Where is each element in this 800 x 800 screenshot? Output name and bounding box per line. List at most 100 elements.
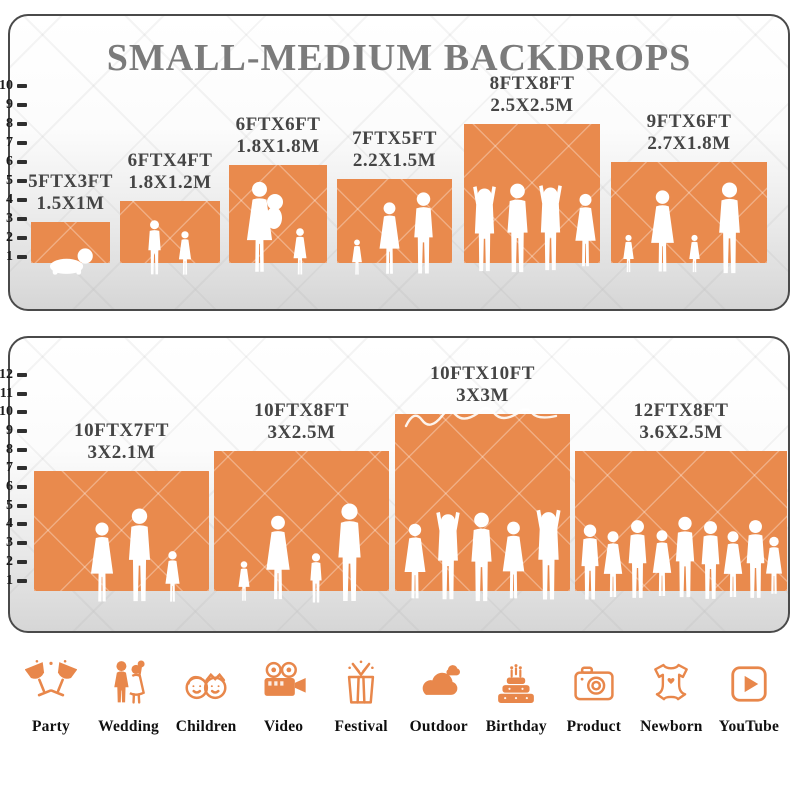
ruler-tick <box>17 448 27 452</box>
ruler-number: 4 <box>6 192 13 207</box>
party-glasses-icon <box>25 659 77 697</box>
category-label: Festival <box>334 718 388 735</box>
category-party: Party <box>14 658 88 736</box>
ruler-number: 8 <box>6 116 13 131</box>
ruler-mark: 6 <box>0 479 27 495</box>
ruler-number: 6 <box>6 154 13 169</box>
ruler-tick <box>17 198 27 202</box>
ruler-mark: 2 <box>0 554 27 570</box>
backdrop-10x10ft: 10FTX10FT 3X3M <box>395 363 570 602</box>
people-silhouettes <box>404 509 561 602</box>
size-ft: 5FTX3FT <box>28 170 113 192</box>
backdrop-size-label: 10FTX10FT 3X3M <box>430 363 535 407</box>
ruler-mark: 10 <box>0 404 27 420</box>
backdrop-size-label: 9FTX6FT 2.7X1.8M <box>647 111 732 155</box>
backdrop-size-label: 12FTX8FT 3.6X2.5M <box>634 400 729 444</box>
ruler-mark: 1 <box>0 573 27 589</box>
ruler-mark: 7 <box>0 135 27 151</box>
size-ft: 8FTX8FT <box>489 72 575 94</box>
ruler-tick <box>17 541 27 545</box>
people-silhouettes <box>623 182 740 274</box>
backdrop-size-label: 10FTX8FT 3X2.5M <box>254 400 349 444</box>
ruler-mark: 10 <box>0 78 27 94</box>
size-m: 3X2.5M <box>267 421 336 443</box>
ruler-mark: 9 <box>0 97 27 113</box>
ruler-mark: 12 <box>0 367 27 383</box>
ruler-number: 9 <box>6 423 13 438</box>
size-m: 2.7X1.8M <box>647 132 731 154</box>
category-label: Wedding <box>98 718 159 735</box>
backdrop-8x8ft: 8FTX8FT 2.5X2.5M <box>464 73 600 273</box>
category-newborn: Newborn <box>634 658 708 736</box>
ruler-number: 6 <box>6 479 13 494</box>
category-youtube: YouTube <box>712 658 786 736</box>
people-silhouettes <box>246 181 307 275</box>
size-m: 3X2.1M <box>87 441 156 463</box>
backdrop-10x8ft: 10FTX8FT 3X2.5M <box>214 400 389 603</box>
ruler-mark: 6 <box>0 154 27 170</box>
category-label: Party <box>31 718 70 735</box>
ruler-mark: 8 <box>0 442 27 458</box>
ruler-tick <box>17 392 27 396</box>
size-ft: 10FTX7FT <box>74 419 169 441</box>
ruler-number: 5 <box>6 173 13 188</box>
ruler-tick <box>17 84 27 88</box>
category-label: Children <box>175 718 237 735</box>
size-ft: 10FTX8FT <box>254 399 349 421</box>
ruler-mark: 8 <box>0 116 27 132</box>
backdrop-size-label: 6FTX4FT 1.8X1.2M <box>128 150 213 194</box>
ruler-tick <box>17 236 27 240</box>
backdrop-size-label: 10FTX7FT 3X2.1M <box>74 420 169 464</box>
ruler-tick <box>17 485 27 489</box>
ruler-tick <box>17 122 27 126</box>
gift-box-icon <box>348 660 375 704</box>
size-ft: 10FTX10FT <box>430 362 535 384</box>
page-title: SMALL-MEDIUM BACKDROPS <box>106 37 692 79</box>
backdrop-6x4ft: 6FTX4FT 1.8X1.2M <box>120 150 220 275</box>
category-festival: Festival <box>324 658 398 736</box>
backdrop-10x7ft: 10FTX7FT 3X2.1M <box>34 420 209 602</box>
birthday-cake-icon <box>498 664 535 703</box>
ruler-tick <box>17 429 27 433</box>
ruler-number: 5 <box>6 498 13 513</box>
cloud-icon <box>422 665 460 695</box>
ruler-tick <box>17 141 27 145</box>
ruler-number: 1 <box>6 573 13 588</box>
ruler-number: 9 <box>6 97 13 112</box>
category-label: Outdoor <box>409 718 468 735</box>
category-wedding: Wedding <box>92 658 166 736</box>
category-label: Product <box>566 718 622 735</box>
size-m: 3X3M <box>456 384 509 406</box>
size-ft: 7FTX5FT <box>352 127 437 149</box>
ruler-mark: 5 <box>0 498 27 514</box>
ruler-number: 3 <box>6 211 13 226</box>
ruler-number: 2 <box>6 554 13 569</box>
people-silhouettes <box>352 192 433 275</box>
ruler-tick <box>17 466 27 470</box>
ruler-tick <box>17 160 27 164</box>
ruler-tick <box>17 103 27 107</box>
category-product: Product <box>557 658 631 736</box>
people-silhouettes <box>90 508 180 602</box>
backdrop-7x5ft: 7FTX5FT 2.2X1.5M <box>337 128 452 275</box>
small-medium-panel: SMALL-MEDIUM BACKDROPS 10 9 8 7 6 5 4 3 … <box>0 14 790 311</box>
ruler-tick <box>17 255 27 259</box>
ruler-mark: 9 <box>0 423 27 439</box>
ruler-tick <box>17 410 27 414</box>
ruler-number: 7 <box>6 460 13 475</box>
size-ft: 6FTX6FT <box>235 113 321 135</box>
ruler-tick <box>17 179 27 183</box>
ruler-number: 11 <box>0 386 13 401</box>
size-ft: 12FTX8FT <box>633 399 729 421</box>
backdrop-size-label: 7FTX5FT 2.2X1.5M <box>352 128 437 172</box>
backdrop-size-label: 6FTX6FT 1.8X1.8M <box>236 114 321 158</box>
ruler-number: 10 <box>0 78 13 93</box>
wedding-couple-icon <box>113 660 145 704</box>
size-m: 1.8X1.2M <box>128 171 212 193</box>
people-silhouettes <box>49 248 93 275</box>
youtube-play-icon <box>731 666 767 702</box>
category-row: Party Wedding <box>14 658 786 736</box>
ruler-mark: 7 <box>0 460 27 476</box>
ruler-mark: 3 <box>0 211 27 227</box>
people-silhouettes <box>148 220 192 275</box>
